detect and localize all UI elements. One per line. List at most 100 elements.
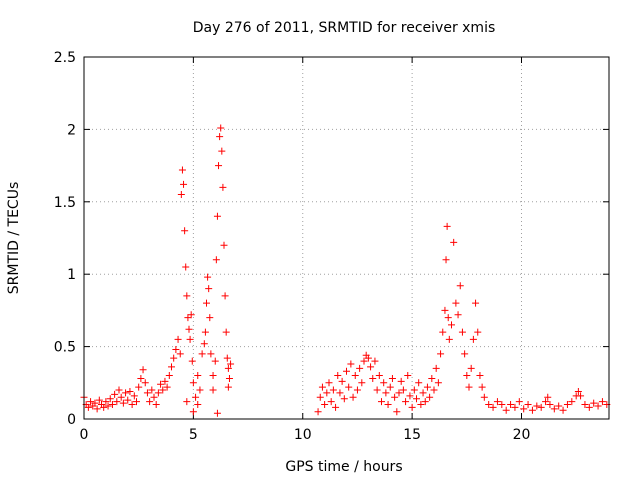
data-point xyxy=(367,363,375,371)
data-point xyxy=(441,306,449,314)
data-point xyxy=(204,273,212,281)
data-point xyxy=(87,398,95,406)
data-point xyxy=(219,183,227,191)
data-point xyxy=(111,390,119,398)
data-point xyxy=(163,383,171,391)
data-point xyxy=(189,379,197,387)
data-point xyxy=(180,180,188,188)
data-point xyxy=(222,328,230,336)
plot-frame xyxy=(83,56,610,420)
data-point xyxy=(325,379,333,387)
data-point xyxy=(454,311,462,319)
data-point xyxy=(380,379,388,387)
data-point xyxy=(345,383,353,391)
data-point xyxy=(206,314,214,322)
data-point xyxy=(157,380,165,388)
data-point xyxy=(174,335,182,343)
data-point xyxy=(598,398,606,406)
data-point xyxy=(177,191,185,199)
data-point xyxy=(150,393,158,401)
data-point xyxy=(461,350,469,358)
data-point xyxy=(406,392,414,400)
data-point xyxy=(410,386,418,394)
data-point xyxy=(356,364,364,372)
y-tick-label: 2 xyxy=(67,122,76,138)
data-point xyxy=(581,401,589,409)
data-point xyxy=(93,405,101,413)
data-point xyxy=(469,335,477,343)
data-point xyxy=(200,340,208,348)
data-point xyxy=(217,124,225,132)
data-point xyxy=(203,299,210,307)
data-point xyxy=(452,299,460,307)
data-point xyxy=(448,321,455,329)
data-point xyxy=(223,354,231,362)
data-point xyxy=(430,386,438,394)
data-point xyxy=(450,238,458,246)
chart-title: Day 276 of 2011, SRMTID for receiver xmi… xyxy=(193,20,496,36)
data-point xyxy=(384,401,392,409)
data-point xyxy=(318,383,326,391)
data-point xyxy=(434,379,442,387)
data-point xyxy=(465,383,473,391)
x-tick-label: 15 xyxy=(403,427,421,443)
data-point xyxy=(421,398,429,406)
data-point xyxy=(316,393,324,401)
data-point xyxy=(314,408,322,416)
data-point xyxy=(205,285,213,293)
data-point xyxy=(170,354,178,362)
data-point xyxy=(546,401,554,409)
data-point xyxy=(183,292,191,300)
data-point xyxy=(115,386,123,394)
data-point xyxy=(404,372,412,380)
data-point xyxy=(437,350,445,358)
points-layer xyxy=(80,124,611,417)
data-point xyxy=(442,256,450,264)
data-point xyxy=(148,386,156,394)
data-point xyxy=(419,389,427,397)
data-point xyxy=(360,357,368,365)
data-point xyxy=(472,299,480,307)
data-point xyxy=(358,379,366,387)
data-point xyxy=(332,403,340,411)
data-point xyxy=(395,389,403,397)
data-point xyxy=(106,395,114,403)
data-point xyxy=(183,398,191,406)
data-point xyxy=(227,360,235,368)
data-point xyxy=(207,350,215,358)
data-point xyxy=(124,396,132,404)
data-point xyxy=(544,393,552,401)
data-point xyxy=(353,386,361,394)
data-point xyxy=(139,366,147,374)
data-point xyxy=(489,403,497,411)
data-point xyxy=(426,393,434,401)
data-point xyxy=(100,403,108,411)
data-point xyxy=(84,403,92,411)
data-point xyxy=(498,401,506,409)
data-point xyxy=(135,383,143,391)
data-point xyxy=(371,357,379,365)
y-tick-label: 1.5 xyxy=(54,195,76,211)
data-point xyxy=(211,357,219,365)
data-point xyxy=(520,405,528,413)
data-point xyxy=(550,405,558,413)
data-point xyxy=(201,328,209,336)
data-point xyxy=(119,399,127,407)
data-point xyxy=(375,372,383,380)
data-point xyxy=(212,256,220,264)
data-point xyxy=(178,166,186,174)
data-point xyxy=(133,398,140,406)
data-point xyxy=(590,399,598,407)
data-point xyxy=(218,147,226,155)
data-point xyxy=(187,311,195,319)
data-point xyxy=(594,402,602,410)
data-point xyxy=(225,374,233,382)
data-point xyxy=(349,393,357,401)
data-point xyxy=(467,364,475,372)
data-point xyxy=(181,227,189,235)
y-tick-label: 2.5 xyxy=(54,50,76,66)
x-tick-label: 20 xyxy=(513,427,531,443)
data-point xyxy=(555,402,563,410)
data-point xyxy=(524,401,532,409)
data-point xyxy=(224,383,232,391)
